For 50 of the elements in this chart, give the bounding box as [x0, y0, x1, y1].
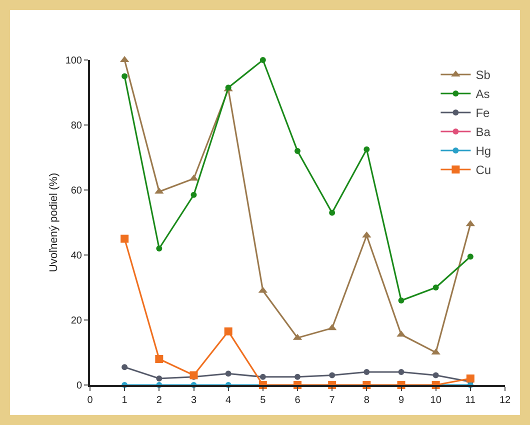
legend-label: Ba [476, 125, 491, 140]
x-tick-label: 12 [499, 395, 511, 406]
x-tick-label: 11 [465, 395, 476, 406]
x-tick-label: 7 [329, 395, 336, 406]
legend-label: Cu [476, 163, 492, 178]
point [294, 148, 300, 154]
y-tick-label: 40 [70, 250, 82, 262]
point [260, 374, 266, 380]
point [156, 376, 162, 382]
point [364, 146, 370, 152]
point [225, 370, 232, 377]
x-tick-label: 2 [156, 395, 162, 406]
point [398, 298, 404, 304]
point [432, 372, 439, 378]
point [155, 355, 164, 363]
y-tick-label: 60 [70, 186, 82, 196]
point [329, 210, 336, 216]
x-tick-label: 0 [87, 395, 94, 406]
x-tick-label: 1 [122, 395, 128, 406]
y-axis-title: Uvoľnený podiel (%) [48, 172, 60, 272]
legend-label: Sb [476, 68, 491, 82]
point [120, 234, 129, 243]
x-tick-label: 5 [260, 395, 266, 406]
y-tick-label: 0 [76, 380, 82, 392]
point [224, 327, 232, 336]
point [122, 364, 128, 370]
point [122, 73, 128, 80]
point [156, 246, 162, 252]
y-tick-label: 100 [65, 56, 82, 66]
x-tick-label: 3 [190, 395, 197, 406]
legend-label: As [476, 87, 490, 102]
point [294, 374, 300, 380]
legend-label: Hg [476, 144, 492, 158]
point [432, 284, 439, 290]
point [260, 57, 266, 63]
point [329, 372, 336, 378]
point [190, 192, 197, 198]
point [467, 254, 474, 260]
x-tick-label: 6 [294, 395, 301, 406]
x-tick-label: 8 [364, 395, 370, 406]
legend-label: Fe [476, 106, 490, 120]
x-tick-label: 4 [226, 395, 232, 406]
x-tick-label: 10 [430, 395, 442, 406]
y-tick-label: 80 [70, 120, 82, 132]
point [190, 371, 198, 380]
x-tick-label: 9 [398, 395, 404, 406]
point [398, 369, 404, 375]
y-tick-label: 20 [70, 316, 82, 326]
point [466, 374, 474, 382]
point [364, 369, 370, 375]
